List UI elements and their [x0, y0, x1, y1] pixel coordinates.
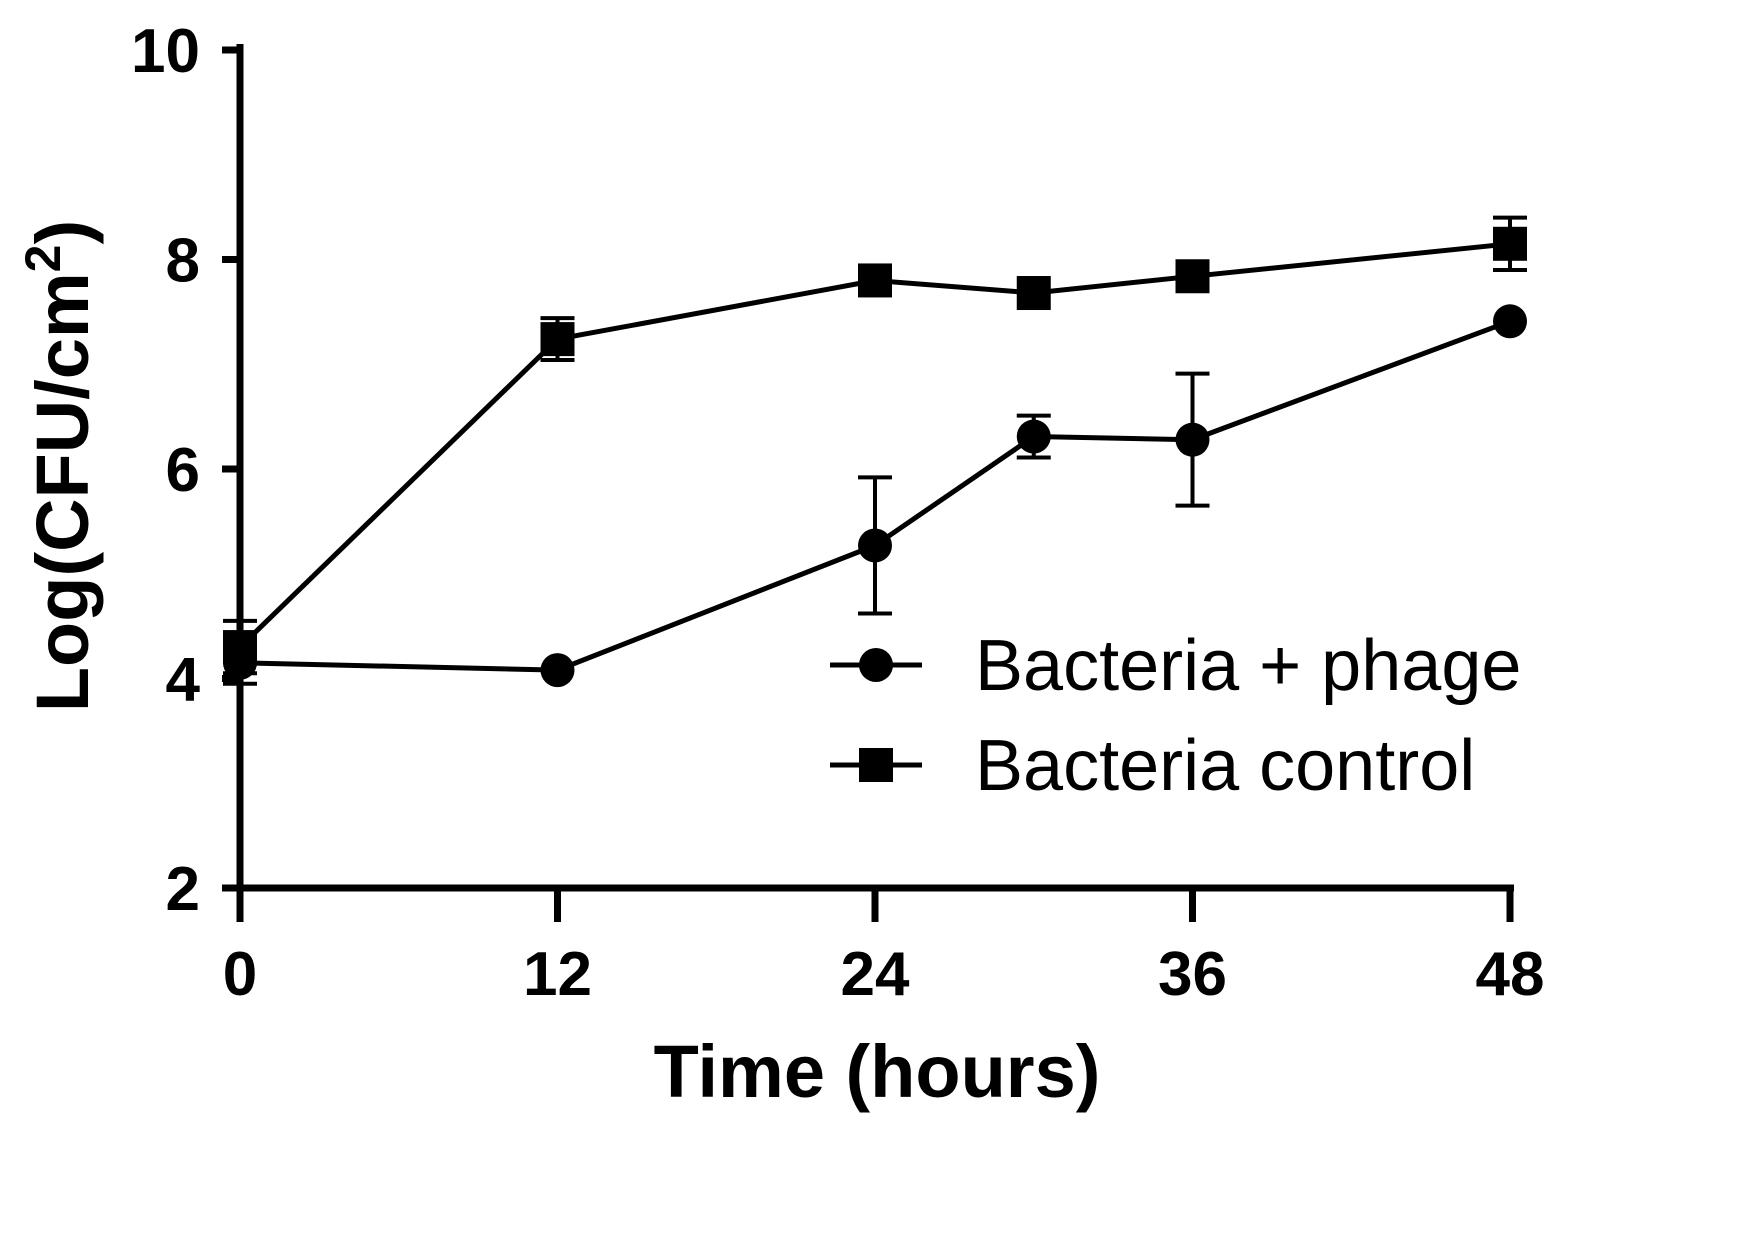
legend-label: Bacteria control [975, 726, 1475, 806]
y-axis-title-superscript: 2 [15, 244, 71, 272]
y-axis-title-main: Log(CFU/cm [21, 272, 104, 712]
legend-marker [859, 648, 893, 682]
data-point [1493, 226, 1527, 261]
data-point [1175, 259, 1210, 294]
y-tick-label: 10 [131, 17, 200, 86]
x-tick-label: 36 [1158, 940, 1227, 1009]
data-point [540, 322, 575, 357]
data-point [858, 263, 892, 298]
data-point [858, 528, 892, 563]
series-line [239, 318, 1511, 673]
x-ticks: 0 12 24 36 48 [223, 888, 1545, 1009]
y-ticks: 2 4 6 8 10 [131, 17, 240, 924]
x-tick-label: 0 [223, 940, 257, 1009]
legend-marker [859, 748, 893, 782]
legend-label: Bacteria + phage [975, 626, 1521, 706]
y-tick-label: 6 [166, 436, 200, 505]
y-tick-label: 8 [166, 227, 200, 296]
x-tick-label: 48 [1476, 940, 1545, 1009]
series-line [238, 241, 1511, 649]
data-point [1493, 304, 1527, 339]
legend: Bacteria + phage Bacteria control [830, 626, 1521, 806]
y-axis-title-close: ) [21, 220, 104, 245]
y-axis-title: Log(CFU/cm2) [15, 220, 104, 712]
data-point [223, 630, 257, 665]
x-tick-label: 24 [841, 940, 910, 1009]
series-2 [223, 215, 1527, 676]
data-point [1016, 276, 1051, 311]
plot-area [223, 215, 1527, 688]
y-tick-label: 2 [166, 855, 200, 924]
x-axis-title: Time (hours) [654, 1030, 1101, 1113]
data-point [1175, 422, 1210, 457]
data-point [1016, 419, 1051, 454]
y-tick-label: 4 [166, 646, 201, 715]
data-point [540, 653, 575, 688]
x-tick-label: 12 [523, 940, 592, 1009]
